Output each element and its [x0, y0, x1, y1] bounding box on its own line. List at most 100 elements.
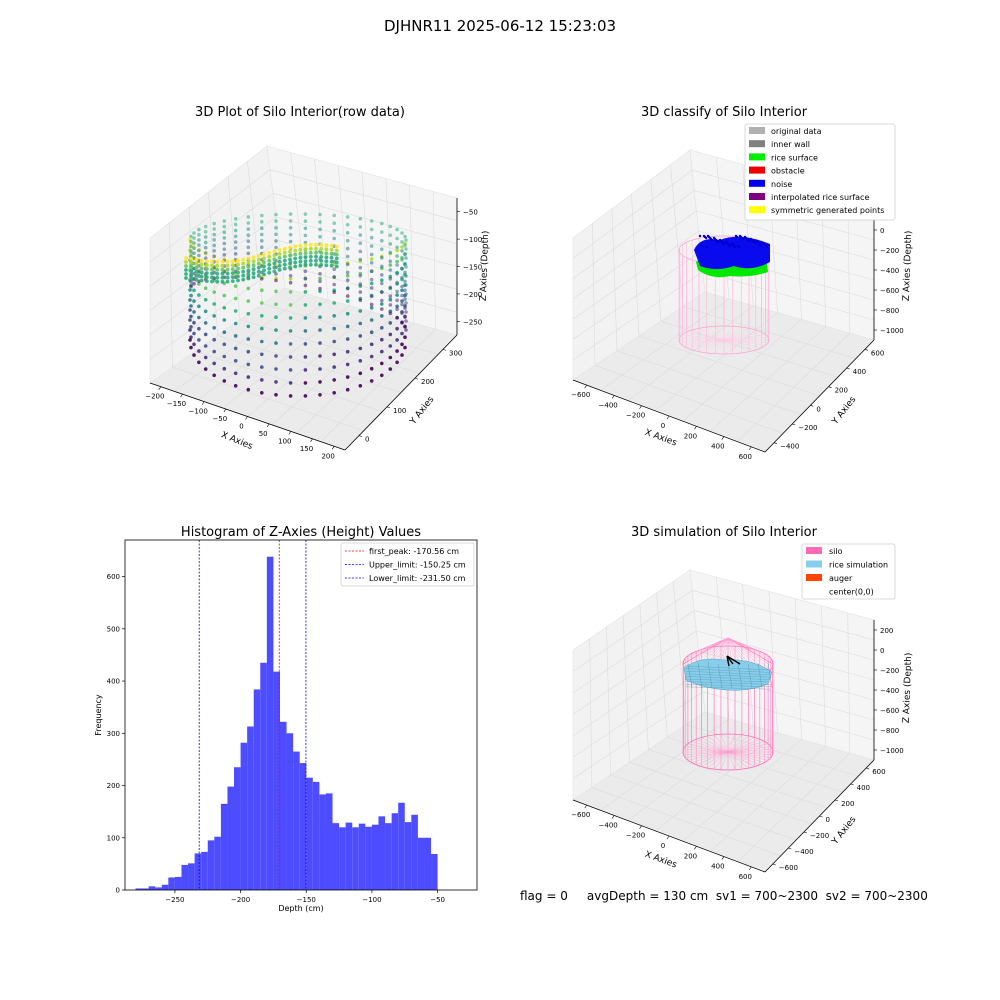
raw-point — [400, 302, 404, 307]
raw-surface-point — [230, 271, 235, 275]
raw-point — [203, 245, 208, 250]
histogram-bar — [358, 823, 366, 890]
raw-point — [288, 226, 293, 230]
raw-point — [233, 384, 238, 388]
raw-point — [274, 239, 278, 243]
raw-surface-point — [329, 255, 334, 260]
raw-point — [403, 283, 407, 288]
histogram-bar — [371, 824, 379, 890]
simulation-ylabel: Y Axies — [830, 815, 859, 848]
simulation-ytick-label: 200 — [841, 800, 854, 808]
classify-ytick-label: −200 — [798, 424, 817, 432]
raw-point — [395, 298, 399, 303]
classify-ylabel: Y Axies — [830, 395, 859, 428]
raw-surface-point — [199, 262, 204, 267]
raw-surface-point — [210, 267, 214, 272]
raw-point — [332, 326, 337, 331]
grid-y-floor — [239, 319, 420, 374]
raw-surface-point — [220, 259, 225, 264]
histogram-panel: Histogram of Z-Axies (Height) Values −25… — [94, 525, 478, 913]
raw-point — [388, 259, 393, 264]
raw-point — [303, 276, 308, 281]
grid-z-back — [702, 271, 875, 321]
raw-point — [203, 235, 208, 239]
raw-point — [222, 318, 227, 322]
raw-point — [403, 261, 407, 266]
raw-point — [189, 284, 193, 289]
raw-point — [197, 227, 201, 232]
raw-point — [332, 352, 337, 357]
grid-z-left — [572, 650, 699, 736]
raw-point — [358, 346, 363, 351]
raw-point — [395, 227, 399, 232]
raw-point — [260, 277, 264, 281]
simulation-xtick-mark — [694, 846, 697, 850]
raw-surface-point — [314, 258, 318, 263]
raw-point — [197, 233, 201, 237]
simulation-ztick-label: −200 — [880, 667, 899, 675]
noise-point — [724, 240, 728, 244]
rice-surface-mesh — [685, 668, 771, 673]
simulation-ztick-label: −800 — [880, 727, 899, 735]
raw-point — [318, 220, 322, 224]
raw-xtick-label: 100 — [278, 437, 291, 445]
raw-surface-point — [267, 266, 272, 271]
raw-point — [233, 240, 238, 244]
raw-point — [192, 299, 196, 303]
histogram-bar — [142, 888, 149, 890]
raw-point — [212, 314, 216, 318]
raw-point — [233, 309, 238, 313]
raw-point — [318, 227, 322, 232]
grid-z-left — [572, 691, 704, 779]
rice-surface-mesh — [707, 661, 713, 689]
raw-point — [288, 329, 293, 333]
raw-surface-point — [277, 260, 282, 264]
simulation-xlabel: X Axies — [643, 850, 678, 871]
raw-point — [403, 315, 407, 320]
raw-point — [318, 341, 322, 345]
raw-point — [403, 252, 407, 257]
raw-surface-point — [298, 263, 303, 268]
raw-surface-point — [194, 273, 199, 278]
raw-point — [288, 303, 293, 307]
legend-label: rice surface — [771, 153, 818, 162]
raw-point — [192, 353, 196, 357]
raw-point — [246, 286, 251, 291]
grid-y-floor — [667, 736, 843, 793]
noise-point — [755, 239, 759, 243]
silo-roof-line — [713, 637, 729, 648]
raw-point — [212, 221, 216, 226]
raw-point — [222, 247, 227, 251]
raw-surface-point — [230, 267, 235, 271]
raw-surface-point — [251, 271, 256, 276]
raw-point — [332, 221, 337, 225]
raw-point — [358, 217, 363, 221]
raw-point — [203, 297, 208, 302]
noise-point — [738, 234, 742, 238]
raw-surface-point — [184, 264, 188, 268]
raw-point — [203, 286, 208, 291]
raw-point — [288, 277, 293, 281]
raw-surface-point — [189, 261, 194, 265]
raw-point — [212, 361, 216, 366]
raw-surface-point — [324, 263, 329, 268]
raw-surface-point — [256, 273, 261, 278]
grid-z-left — [572, 210, 697, 300]
raw-xtick-mark — [158, 386, 162, 390]
raw-point — [246, 233, 251, 237]
histogram-bar — [398, 802, 405, 890]
noise-point — [749, 237, 753, 241]
raw-point — [388, 263, 393, 267]
grid-y-left — [611, 208, 618, 351]
raw-point — [395, 272, 399, 276]
raw-point — [358, 282, 363, 286]
raw-point — [246, 215, 251, 219]
raw-surface-point — [272, 261, 277, 266]
silo-roof-line — [727, 637, 736, 647]
raw-point — [318, 276, 322, 281]
grid-x-floor — [737, 752, 851, 862]
raw-point — [403, 335, 407, 340]
histogram-bar — [352, 827, 359, 890]
raw-surface-point — [298, 259, 303, 264]
raw-point — [188, 338, 192, 342]
